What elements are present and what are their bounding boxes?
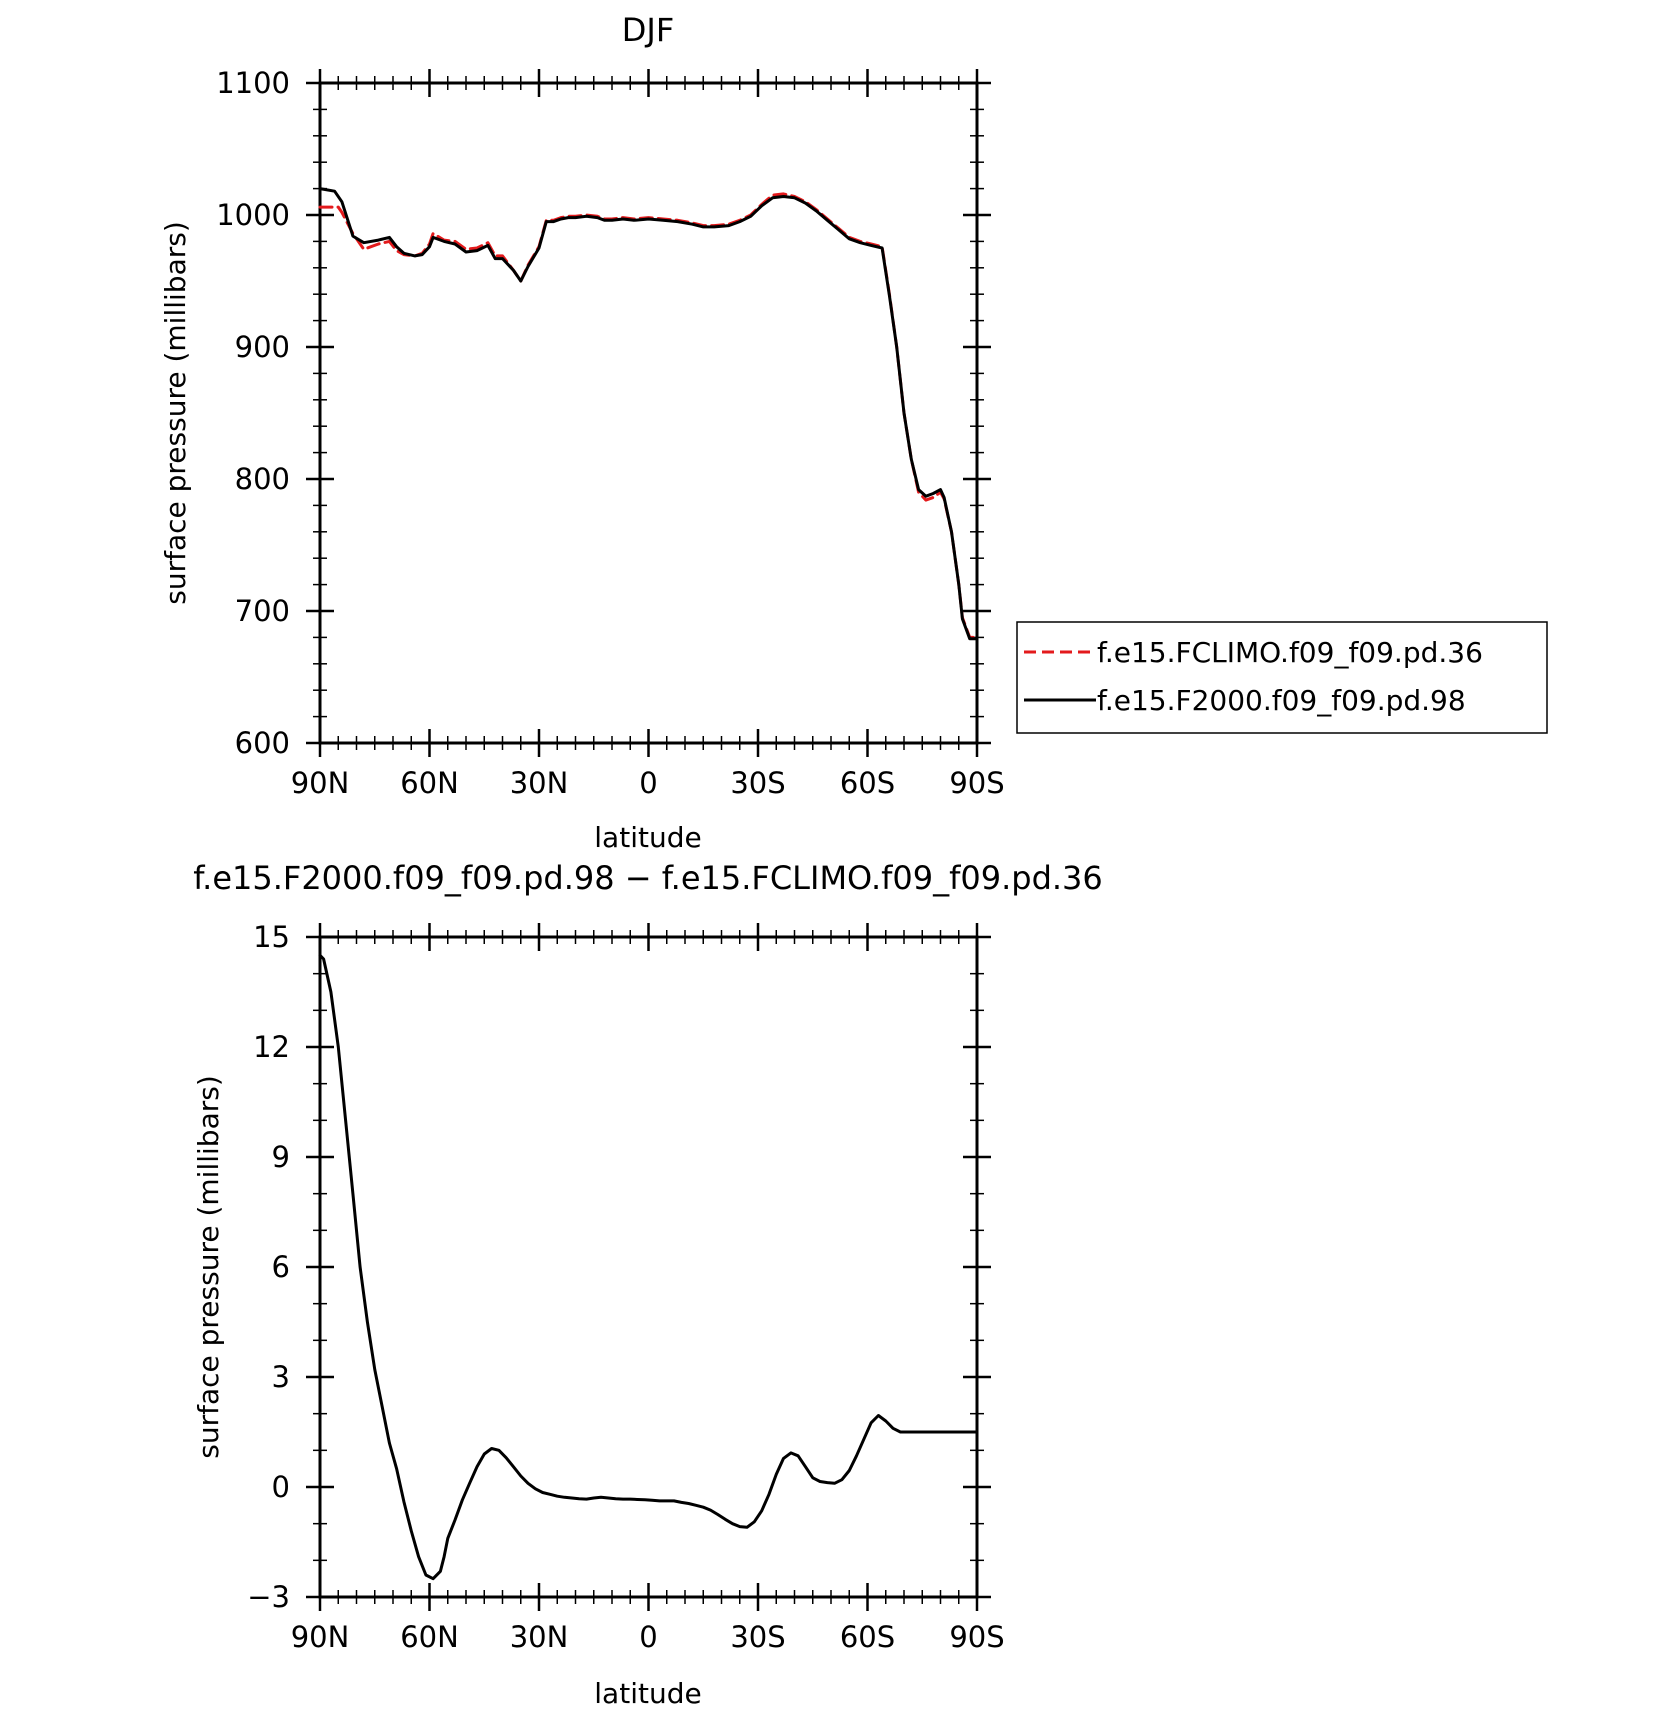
x-tick-label: 90S	[949, 766, 1004, 800]
series-line-f-e15-FCLIMO-f09-f09-pd-36	[318, 192, 979, 639]
bottom-x-axis-label: latitude	[594, 1677, 701, 1710]
x-tick-label: 90N	[291, 1620, 350, 1654]
legend-box	[1016, 621, 1548, 734]
bottom-y-axis-label: surface pressure (millibars)	[192, 1075, 225, 1459]
y-tick-label: 1100	[216, 66, 290, 100]
bottom-plot-frame	[318, 935, 979, 1599]
y-tick-label: 600	[235, 726, 290, 760]
x-tick-label: 30N	[510, 1620, 569, 1654]
x-tick-label: 30S	[730, 1620, 785, 1654]
x-tick-label: 60S	[840, 766, 895, 800]
x-tick-label: 30S	[730, 766, 785, 800]
x-tick-label: 0	[639, 766, 657, 800]
y-tick-label: 3	[272, 1360, 290, 1394]
x-tick-label: 0	[639, 1620, 657, 1654]
x-tick-label: 60S	[840, 1620, 895, 1654]
y-tick-label: 12	[253, 1030, 290, 1064]
top-y-axis-label: surface pressure (millibars)	[159, 221, 192, 605]
top-x-axis-label: latitude	[594, 821, 701, 854]
top-series-lines	[318, 187, 979, 641]
legend-label-f2000: f.e15.F2000.f09_f09.pd.98	[1097, 684, 1466, 717]
x-tick-label: 30N	[510, 766, 569, 800]
y-tick-label: 6	[272, 1250, 290, 1284]
bottom-x-tick-labels: 90N 60N 30N 0 30S 60S 90S	[291, 1620, 1005, 1654]
bottom-chart-title: f.e15.F2000.f09_f09.pd.98 − f.e15.FCLIMO…	[193, 859, 1103, 897]
top-chart-title: DJF	[622, 11, 674, 49]
y-tick-label: 700	[235, 594, 290, 628]
bottom-axis-ticks	[306, 923, 991, 1611]
series-line-difference	[318, 953, 979, 1581]
series-line-f-e15-F2000-f09-f09-pd-98	[318, 187, 979, 641]
y-tick-label: 800	[235, 462, 290, 496]
y-tick-label: 15	[253, 920, 290, 954]
y-tick-label: 9	[272, 1140, 290, 1174]
bottom-chart-panel: f.e15.F2000.f09_f09.pd.98 − f.e15.FCLIMO…	[192, 859, 1103, 1710]
top-plot-frame	[318, 81, 979, 745]
bottom-series-lines	[318, 953, 979, 1581]
legend-label-fclimo: f.e15.FCLIMO.f09_f09.pd.36	[1097, 636, 1483, 669]
y-tick-label: 0	[272, 1470, 290, 1504]
y-tick-label: 1000	[216, 198, 290, 232]
x-tick-label: 60N	[400, 1620, 459, 1654]
bottom-y-tick-labels: −3 0 3 6 9 12 15	[247, 920, 290, 1614]
legend: f.e15.FCLIMO.f09_f09.pd.36 f.e15.F2000.f…	[1016, 621, 1548, 734]
top-axis-ticks	[306, 69, 991, 757]
y-tick-label: −3	[247, 1580, 290, 1614]
x-tick-label: 60N	[400, 766, 459, 800]
top-y-tick-labels: 600 700 800 900 1000 1100	[216, 66, 290, 760]
top-chart-panel: DJF 90N 60N 30N 0 30S 60S 90S 600 700 800 900 1000…	[159, 11, 1548, 854]
x-tick-label: 90S	[949, 1620, 1004, 1654]
top-x-tick-labels: 90N 60N 30N 0 30S 60S 90S	[291, 766, 1005, 800]
y-tick-label: 900	[235, 330, 290, 364]
x-tick-label: 90N	[291, 766, 350, 800]
